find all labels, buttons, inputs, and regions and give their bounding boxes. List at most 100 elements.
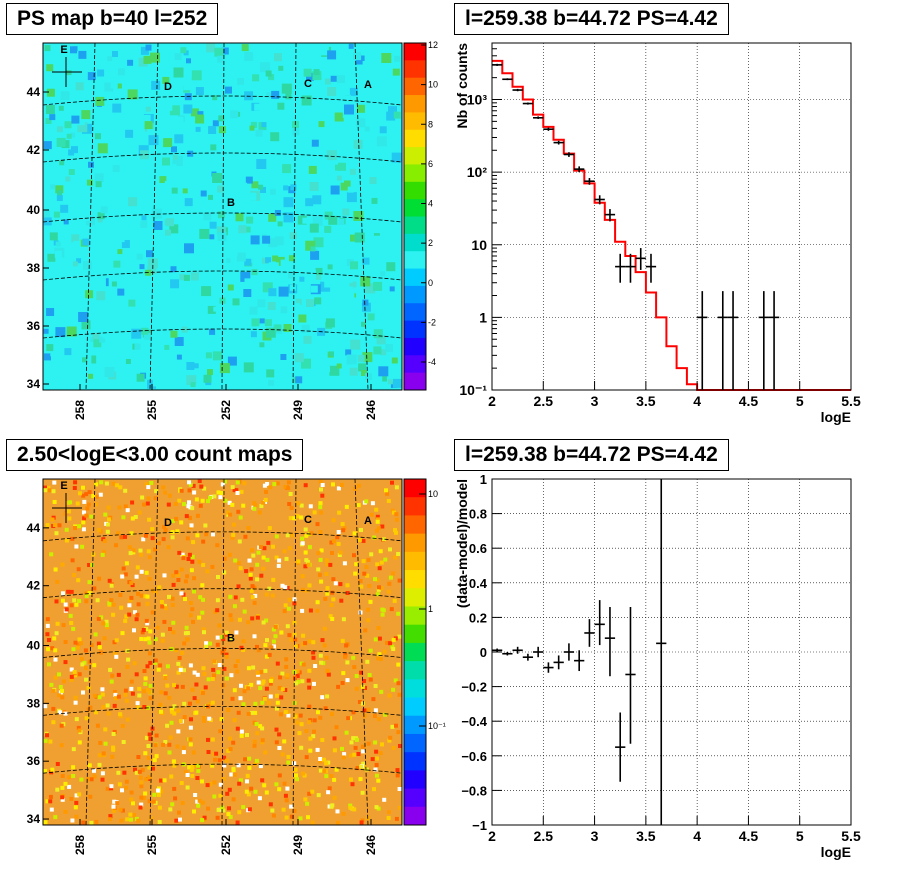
map-texture-cell xyxy=(182,701,187,706)
map-texture-cell xyxy=(145,601,150,606)
map-texture-cell xyxy=(171,759,176,764)
map-texture-cell xyxy=(57,693,61,698)
map-texture-cell xyxy=(43,249,50,256)
map-texture-cell xyxy=(48,799,53,804)
map-texture-cell xyxy=(60,688,64,693)
map-texture-cell xyxy=(391,357,398,364)
map-texture-cell xyxy=(335,535,340,540)
map-texture-cell xyxy=(52,523,57,527)
map-texture-cell xyxy=(186,375,197,386)
map-texture-cell xyxy=(292,620,297,625)
map-texture-cell xyxy=(138,775,143,780)
map-texture-cell xyxy=(292,809,297,813)
map-texture-cell xyxy=(336,363,342,369)
colorbar-swatch xyxy=(404,515,426,535)
map-texture-cell xyxy=(376,806,381,811)
map-texture-cell xyxy=(256,680,261,685)
map-texture-cell xyxy=(378,751,383,756)
map-texture-cell xyxy=(217,623,222,628)
map-texture-cell xyxy=(137,510,142,515)
map-texture-cell xyxy=(111,747,116,752)
map-texture-cell xyxy=(147,555,152,560)
map-texture-cell xyxy=(97,69,105,77)
map-texture-cell xyxy=(218,495,223,500)
map-texture-cell xyxy=(228,512,233,517)
map-marker-b: B xyxy=(227,197,235,209)
map-texture-cell xyxy=(93,632,98,637)
map-texture-cell xyxy=(391,79,400,88)
map-texture-cell xyxy=(171,630,176,635)
map-texture-cell xyxy=(246,526,251,530)
map-texture-cell xyxy=(145,594,150,599)
map-texture-cell xyxy=(327,50,337,60)
map-texture-cell xyxy=(190,382,196,388)
map-texture-cell xyxy=(96,616,101,621)
map-texture-cell xyxy=(207,716,212,721)
map-texture-cell xyxy=(215,642,220,647)
map-texture-cell xyxy=(348,43,354,49)
map-texture-cell xyxy=(119,135,125,141)
map-texture-cell xyxy=(43,328,49,334)
map-texture-cell xyxy=(148,696,153,701)
map-texture-cell xyxy=(272,644,276,649)
map-texture-cell xyxy=(97,88,103,95)
map-texture-cell xyxy=(43,769,48,773)
map-texture-cell xyxy=(136,705,141,710)
map-texture-cell xyxy=(360,225,368,233)
map-texture-cell xyxy=(167,750,172,755)
map-texture-cell xyxy=(188,482,193,487)
map-texture-cell xyxy=(362,679,367,683)
map-texture-cell xyxy=(316,710,320,715)
map-texture-cell xyxy=(316,793,321,798)
map-texture-cell xyxy=(162,524,167,529)
map-texture-cell xyxy=(89,514,94,519)
y-axis-label: Nb of counts xyxy=(454,43,470,129)
map-texture-cell xyxy=(391,510,396,515)
map-texture-cell xyxy=(248,192,257,201)
map-texture-cell xyxy=(320,695,325,700)
map-texture-cell xyxy=(320,483,325,487)
map-texture-cell xyxy=(369,177,377,184)
map-texture-cell xyxy=(139,91,146,98)
map-texture-cell xyxy=(229,636,234,641)
map-texture-cell xyxy=(139,780,144,785)
map-texture-cell xyxy=(265,257,272,264)
map-texture-cell xyxy=(348,803,353,808)
map-texture-cell xyxy=(104,619,109,624)
map-texture-cell xyxy=(258,545,263,549)
colorbar-swatch xyxy=(404,43,426,61)
map-texture-cell xyxy=(363,685,367,690)
map-texture-cell xyxy=(87,591,92,596)
map-texture-cell xyxy=(250,331,257,338)
map-texture-cell xyxy=(365,573,370,578)
map-texture-cell xyxy=(51,489,56,494)
map-texture-cell xyxy=(374,756,379,761)
map-texture-cell xyxy=(351,655,356,660)
map-texture-cell xyxy=(375,528,379,533)
map-texture-cell xyxy=(195,513,200,518)
map-texture-cell xyxy=(280,259,290,269)
map-texture-cell xyxy=(280,687,285,692)
map-texture-cell xyxy=(105,625,110,630)
map-texture-cell xyxy=(220,482,225,487)
map-texture-cell xyxy=(292,597,297,602)
map-texture-cell xyxy=(71,626,76,631)
map-texture-cell xyxy=(184,514,189,519)
map-texture-cell xyxy=(129,595,134,600)
map-texture-cell xyxy=(274,324,282,332)
map-texture-cell xyxy=(215,608,220,613)
map-texture-cell xyxy=(82,516,87,521)
map-texture-cell xyxy=(61,623,66,628)
map-texture-cell xyxy=(105,786,110,791)
map-texture-cell xyxy=(204,644,209,649)
map-texture-cell xyxy=(176,670,181,675)
map-texture-cell xyxy=(350,234,357,242)
map-texture-cell xyxy=(285,673,290,678)
map-texture-cell xyxy=(268,694,273,699)
map-texture-cell xyxy=(397,634,402,639)
map-texture-cell xyxy=(338,376,348,386)
map-texture-cell xyxy=(136,591,141,596)
map-texture-cell xyxy=(238,515,243,520)
map-texture-cell xyxy=(199,484,204,489)
map-texture-cell xyxy=(71,357,80,366)
